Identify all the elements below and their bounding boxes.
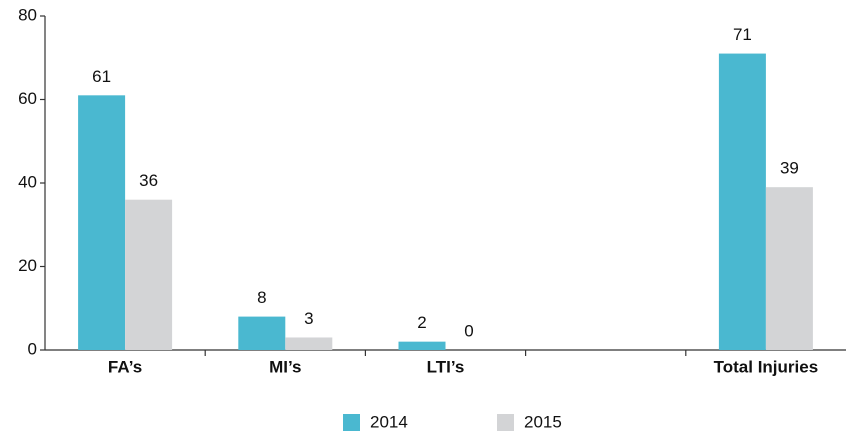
x-tick-label: Total Injuries [714,357,819,376]
bar [718,53,766,350]
data-label: 61 [92,67,111,86]
data-label: 39 [780,159,799,178]
y-tick-label: 60 [18,89,37,108]
bar [125,199,173,350]
legend-swatch [497,414,514,431]
data-label: 8 [257,288,266,307]
x-tick-label: MI’s [269,357,301,376]
data-label: 2 [417,313,426,332]
legend-swatch [343,414,360,431]
y-tick-label: 40 [18,172,37,191]
y-tick-label: 20 [18,256,37,275]
x-tick-label: LTI’s [427,357,465,376]
data-label: 0 [464,321,473,340]
y-tick-label: 80 [18,5,37,24]
bar [238,316,286,350]
legend-label: 2014 [370,412,408,431]
bar [285,337,333,350]
data-label: 71 [733,25,752,44]
bar [78,95,126,350]
data-label: 36 [139,171,158,190]
y-tick-label: 0 [28,339,37,358]
bar [765,187,813,350]
legend-label: 2015 [524,412,562,431]
bar [398,341,446,350]
x-tick-label: FA’s [108,357,142,376]
data-label: 3 [304,309,313,328]
